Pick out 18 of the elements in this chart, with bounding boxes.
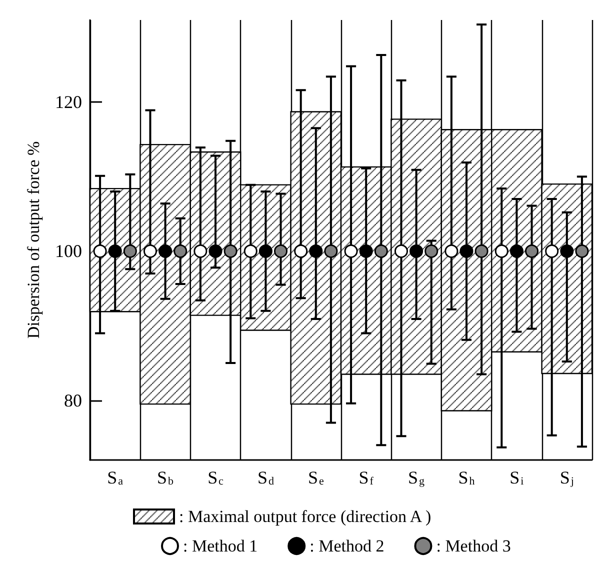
y-tick-label: 100 bbox=[55, 241, 82, 262]
legend-label: : Method 3 bbox=[436, 536, 511, 556]
y-tick-label: 120 bbox=[55, 92, 82, 112]
y-tick-label: 80 bbox=[64, 390, 82, 410]
x-tick-label: Sh bbox=[458, 468, 476, 488]
x-tick-label: Se bbox=[308, 468, 324, 488]
legend-label: : Method 1 bbox=[183, 536, 258, 556]
x-tick-label: Sg bbox=[408, 468, 426, 488]
x-tick-label: Si bbox=[510, 468, 524, 488]
x-tick-label: Sf bbox=[358, 468, 374, 488]
x-tick-label: Sj bbox=[560, 468, 574, 488]
x-tick-label: Sc bbox=[208, 468, 224, 488]
legend-label: : Maximal output force (direction A ) bbox=[179, 507, 432, 526]
x-tick-label: Sd bbox=[257, 468, 274, 488]
legend-label: : Method 2 bbox=[310, 536, 384, 556]
x-tick-label: Sb bbox=[157, 468, 174, 488]
x-tick-label: Sa bbox=[107, 468, 124, 488]
y-axis-title: Dispersion of output force % bbox=[24, 141, 43, 339]
